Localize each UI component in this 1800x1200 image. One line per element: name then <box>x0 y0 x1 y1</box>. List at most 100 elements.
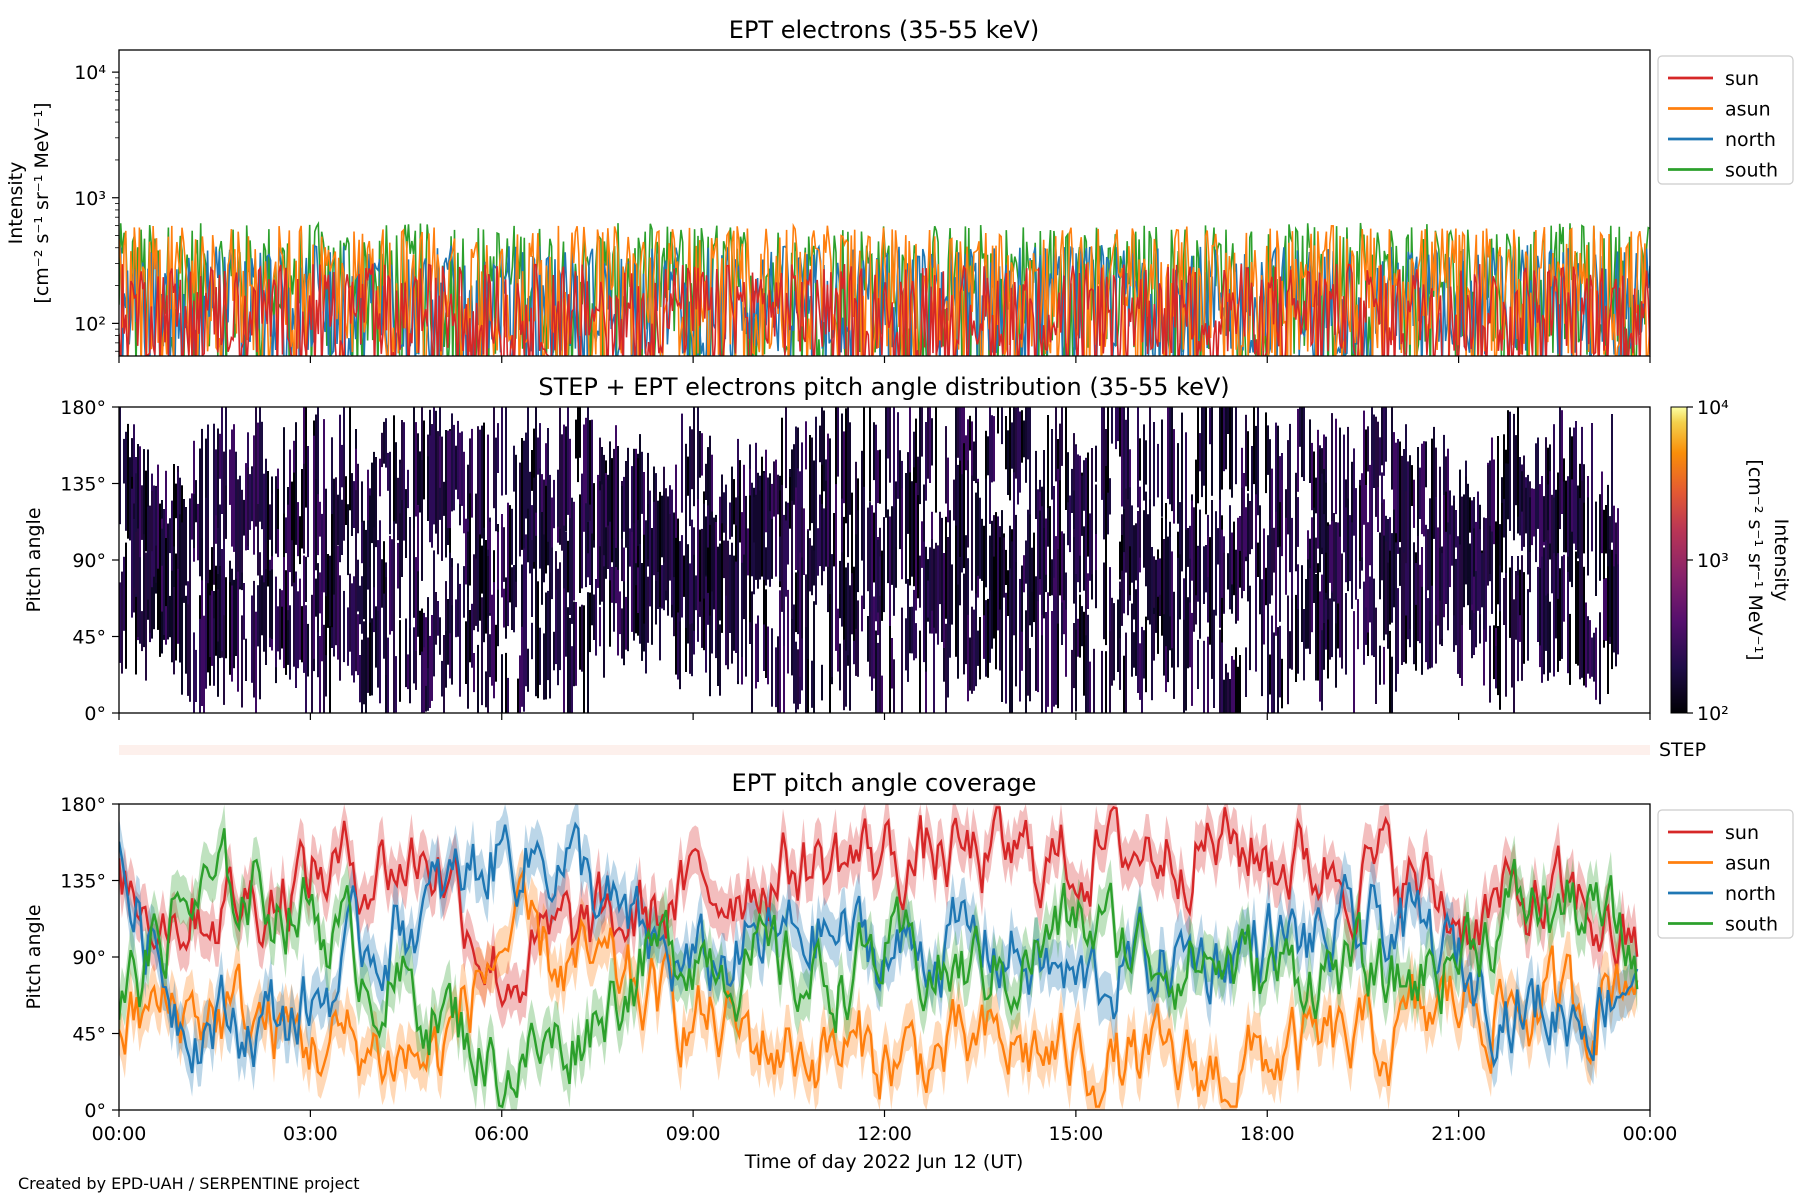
panel2-cell <box>485 671 487 708</box>
panel2-cell <box>521 438 523 550</box>
panel2-cell <box>1615 554 1617 667</box>
panel2-cell <box>857 510 859 593</box>
panel2-cell <box>835 583 837 651</box>
panel2-cell <box>797 570 799 635</box>
panel2-cell <box>1519 569 1521 616</box>
panel2-cell <box>303 407 305 489</box>
panel2-cell <box>1337 603 1339 649</box>
panel3-xtick-label-5: 15:00 <box>1048 1123 1103 1145</box>
panel2-cell <box>1225 663 1227 713</box>
panel2-cell <box>1565 480 1567 553</box>
panel2-cell <box>869 583 871 677</box>
panel2-cell <box>733 555 735 651</box>
panel2-cell <box>1405 491 1407 588</box>
panel2-cell <box>369 495 371 605</box>
panel2-cell <box>323 624 325 713</box>
panel2-cell <box>369 567 371 623</box>
panel2-cell <box>1611 414 1613 543</box>
panel2-cell <box>339 414 341 518</box>
panel2-cell <box>375 606 377 668</box>
panel2-cell <box>965 535 967 638</box>
panel2-cell <box>809 435 811 531</box>
panel2-cell <box>261 575 263 636</box>
panel2-cell <box>229 582 231 675</box>
panel2-cell <box>907 452 909 534</box>
panel2-cell <box>275 476 277 554</box>
panel2-cell <box>997 407 999 434</box>
panel2-cell <box>765 547 767 586</box>
panel2-cell <box>1579 498 1581 579</box>
panel2-cell <box>431 615 433 701</box>
panel2-cell <box>1557 598 1559 672</box>
panel2-cell <box>1371 407 1373 503</box>
panel2-cell <box>603 566 605 678</box>
panel2-cell <box>395 442 397 524</box>
panel2-cell <box>991 415 993 483</box>
panel2-cell <box>1369 464 1371 566</box>
panel2-cell <box>1085 619 1087 713</box>
panel2-cell <box>1541 476 1543 567</box>
panel2-cell <box>1105 550 1107 646</box>
panel2-cell <box>217 589 219 642</box>
panel2-cell <box>303 555 305 663</box>
panel2-cell <box>383 593 385 659</box>
panel2-cell <box>1291 593 1293 670</box>
panel2-cell <box>1277 627 1279 713</box>
panel2-cell <box>757 615 759 682</box>
panel2-cell <box>1127 499 1129 616</box>
panel2-cell <box>1055 407 1057 482</box>
panel2-cell <box>1211 500 1213 622</box>
panel2-cell <box>1255 541 1257 647</box>
panel2-cell <box>337 545 339 660</box>
panel2-cell <box>327 554 329 628</box>
panel2-cell <box>301 469 303 549</box>
panel2-cell <box>1443 495 1445 618</box>
panel2-cell <box>285 517 287 554</box>
panel2-cell <box>1325 436 1327 485</box>
panel2-cell <box>1583 464 1585 530</box>
panel2-cell <box>739 460 741 543</box>
panel2-cell <box>967 558 969 615</box>
panel2-cell <box>1145 440 1147 485</box>
panel2-cell <box>913 589 915 661</box>
panel2-cell <box>513 565 515 633</box>
panel2-cell <box>405 489 407 558</box>
panel2-cell <box>175 483 177 519</box>
panel2-cell <box>991 546 993 649</box>
panel2-cell <box>1479 529 1481 583</box>
panel2-cell <box>957 464 959 585</box>
panel2-cell <box>805 421 807 470</box>
panel2-cell <box>873 596 875 679</box>
panel2-cell <box>1427 529 1429 591</box>
panel2-cell <box>897 412 899 499</box>
panel2-cell <box>1161 517 1163 636</box>
panel2-cell <box>1287 440 1289 535</box>
panel2-cell <box>1315 537 1317 573</box>
panel2-cell <box>945 426 947 504</box>
panel2-cell <box>645 520 647 638</box>
panel2-cell <box>813 460 815 501</box>
panel2-cell <box>341 499 343 555</box>
panel2-cell <box>1015 608 1017 687</box>
panel2-cell <box>875 424 877 537</box>
panel2-cell <box>413 627 415 684</box>
panel2-cell <box>1043 528 1045 619</box>
panel2-cell <box>563 424 565 526</box>
panel2-cell <box>415 557 417 651</box>
panel2-cell <box>1171 407 1173 512</box>
panel2-cell <box>1291 517 1293 599</box>
panel2-cell <box>681 535 683 618</box>
panel2-cell <box>357 559 359 612</box>
panel2-cell <box>457 563 459 637</box>
panel2-cell <box>323 513 325 593</box>
panel2-cell <box>1455 510 1457 548</box>
panel2-cell <box>1239 516 1241 577</box>
panel2-ytick-label-2: 90° <box>72 550 106 572</box>
panel2-cell <box>1377 421 1379 492</box>
panel2-cell <box>1113 603 1115 681</box>
panel2-cell <box>957 580 959 679</box>
panel2-cell <box>1027 596 1029 696</box>
panel2-cell <box>1347 498 1349 592</box>
panel2-cell <box>941 517 943 642</box>
panel2-cell <box>367 469 369 525</box>
